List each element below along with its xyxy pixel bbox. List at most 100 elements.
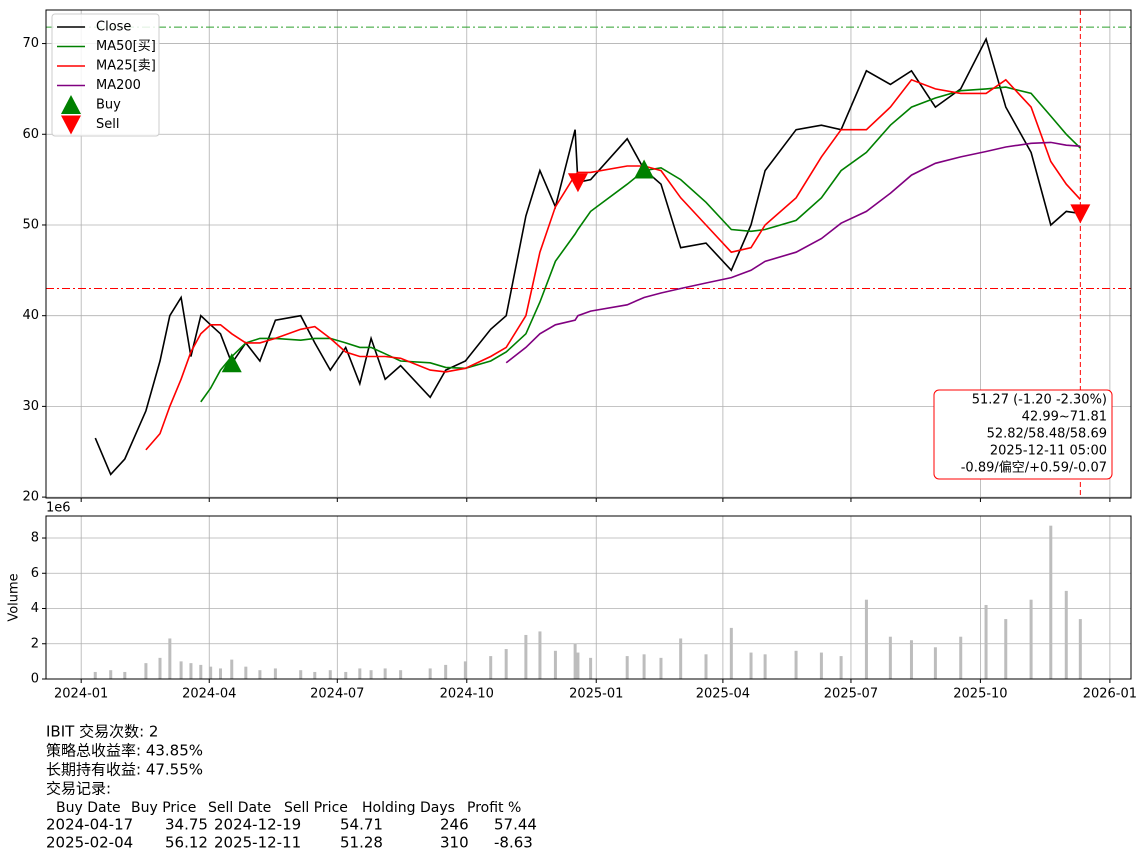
table-header: Sell Date — [208, 800, 271, 816]
volume-bar — [230, 659, 234, 679]
series-line — [94, 36, 1081, 476]
legend-label: MA50[买] — [96, 39, 156, 54]
volume-bar — [299, 670, 303, 679]
volume-bar — [258, 670, 262, 679]
y-tick-label: 6 — [31, 566, 39, 581]
volume-bar — [819, 652, 823, 679]
table-cell: -8.63 — [494, 834, 533, 852]
trade-marker — [221, 353, 242, 373]
x-tick-label: 2024-04 — [182, 687, 236, 702]
series-line — [505, 141, 1081, 364]
volume-bar — [504, 649, 508, 679]
annotation-box — [933, 389, 1113, 480]
annotation-text: 51.27 (-1.20 -2.30%) — [972, 393, 1107, 408]
x-tick-label: 2026-01 — [1083, 687, 1137, 702]
volume-bar — [489, 656, 493, 679]
y-tick-label: 2 — [31, 636, 39, 651]
summary-line: 策略总收益率: 43.85% — [46, 742, 203, 760]
annotation-text: 42.99~71.81 — [1022, 410, 1107, 425]
volume-bar — [659, 657, 663, 679]
table-cell: 310 — [440, 834, 469, 852]
volume-bar — [959, 636, 963, 679]
volume-bar — [399, 670, 403, 679]
volume-bar — [864, 599, 868, 679]
y-tick-label: 50 — [22, 217, 39, 232]
volume-bar — [219, 668, 223, 679]
table-header: Profit % — [467, 800, 521, 816]
y-tick-label: 20 — [22, 490, 39, 505]
summary-line: IBIT 交易次数: 2 — [46, 723, 158, 741]
volume-bar — [794, 650, 798, 679]
volume-bar — [358, 668, 362, 679]
summary-line: 交易记录: — [46, 780, 111, 798]
legend: Close MA50[买] MA25[卖] MA200 Buy Sell — [51, 13, 160, 137]
volume-bar — [144, 663, 148, 679]
volume-bar — [984, 604, 988, 679]
volume-bar — [839, 656, 843, 679]
y-axis-label: Volume — [7, 573, 22, 621]
volume-bar — [244, 666, 248, 679]
plot-frame — [45, 9, 1132, 499]
volume-bar — [383, 668, 387, 679]
volume-bar — [273, 668, 277, 679]
legend-label: Buy — [96, 98, 121, 113]
annotation-text: 52.82/58.48/58.69 — [987, 427, 1107, 442]
volume-bar — [679, 638, 683, 679]
table-cell: 246 — [440, 816, 469, 834]
volume-bar — [209, 666, 213, 679]
volume-bar — [1049, 525, 1053, 679]
table-header: Sell Price — [284, 800, 348, 816]
volume-bar — [158, 657, 162, 679]
table-cell: 51.28 — [340, 834, 383, 852]
volume-bar — [749, 652, 753, 679]
legend-swatch — [61, 95, 81, 114]
plot-frame — [45, 515, 1132, 680]
table-cell: 34.75 — [165, 816, 208, 834]
x-tick-label: 2024-07 — [310, 687, 364, 702]
volume-bar — [1004, 619, 1008, 679]
table-cell: 56.12 — [165, 834, 208, 852]
volume-bar — [344, 671, 348, 679]
legend-label: MA200 — [96, 78, 141, 93]
volume-bar — [704, 654, 708, 679]
volume-bar — [428, 668, 432, 679]
volume-bar — [625, 656, 629, 679]
x-tick-label: 2025-10 — [953, 687, 1007, 702]
volume-bar — [538, 631, 542, 679]
table-cell: 2024-04-17 — [46, 816, 133, 834]
volume-bar — [553, 650, 557, 679]
offset-label: 1e6 — [46, 501, 71, 516]
y-tick-label: 0 — [31, 672, 39, 687]
y-tick-label: 60 — [22, 127, 39, 142]
legend-label: MA25[卖] — [96, 59, 156, 74]
volume-bar — [524, 634, 528, 679]
volume-bar — [369, 670, 373, 679]
volume-bar — [109, 670, 113, 679]
volume-bar — [933, 647, 937, 679]
volume-bar — [444, 664, 448, 679]
legend-swatch — [61, 115, 81, 135]
volume-bar — [179, 661, 183, 679]
annotation-text: -0.89/偏空/+0.59/-0.07 — [961, 461, 1107, 476]
y-tick-label: 40 — [22, 308, 39, 323]
volume-bar — [123, 671, 127, 679]
y-tick-label: 30 — [22, 399, 39, 414]
volume-bar — [576, 652, 580, 679]
volume-bar — [573, 643, 577, 679]
series-line — [200, 86, 1081, 403]
annotation-text: 2025-12-11 05:00 — [990, 444, 1107, 459]
volume-bar — [328, 670, 332, 679]
volume-bar — [313, 671, 317, 679]
table-header: Buy Date — [56, 800, 121, 816]
x-tick-label: 2024-01 — [54, 687, 108, 702]
table-cell: 2025-12-11 — [214, 834, 301, 852]
y-tick-label: 8 — [31, 531, 39, 546]
x-tick-label: 2024-10 — [440, 687, 494, 702]
table-cell: 57.44 — [494, 816, 537, 834]
trade-marker — [1070, 204, 1091, 224]
x-tick-label: 2025-01 — [569, 687, 623, 702]
volume-bar — [1064, 590, 1068, 679]
volume-bar — [642, 654, 646, 679]
legend-label: Close — [96, 20, 131, 35]
